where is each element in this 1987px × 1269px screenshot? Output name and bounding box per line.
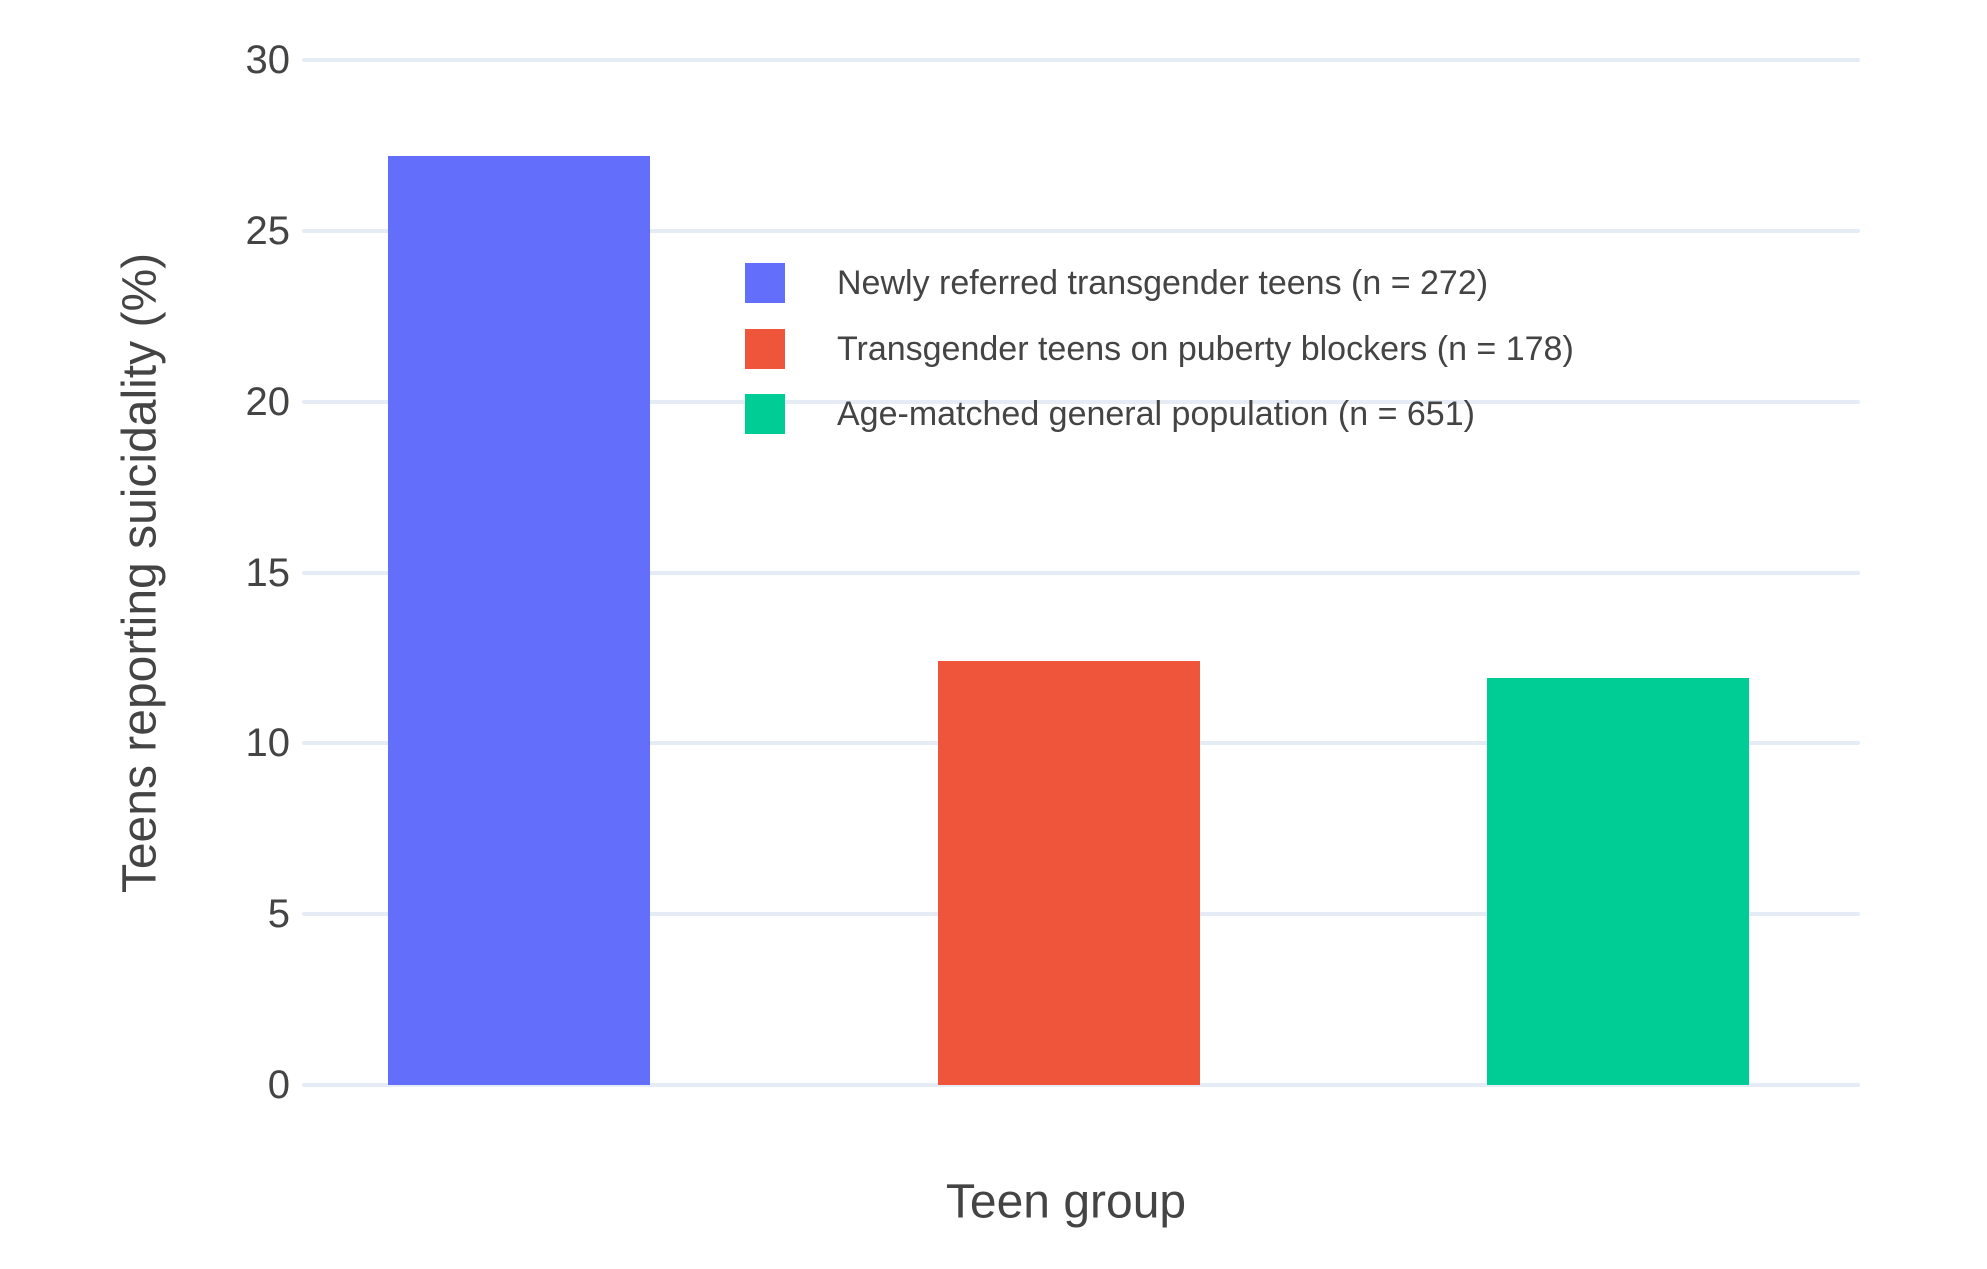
y-tick-label-20: 20: [245, 379, 291, 424]
gridline-y-15: [302, 570, 1860, 575]
legend-label-1[interactable]: Newly referred transgender teens (n = 27…: [837, 264, 1489, 302]
gridline-y-0: [302, 1083, 1860, 1087]
legend-swatch-2[interactable]: [745, 329, 785, 369]
y-tick-label-0: 0: [267, 1063, 290, 1107]
legend-label-2[interactable]: Transgender teens on puberty blockers (n…: [837, 330, 1574, 368]
bar-2[interactable]: [938, 661, 1200, 1085]
y-tick-label-30: 30: [245, 38, 291, 82]
legend-swatch-3[interactable]: [745, 394, 785, 434]
y-tick-label-5: 5: [267, 892, 290, 937]
x-axis-title: Teen group: [945, 1175, 1187, 1229]
legend-label-3[interactable]: Age-matched general population (n = 651): [837, 395, 1475, 433]
y-tick-label-15: 15: [245, 550, 291, 595]
y-axis-title: Teens reporting suicidality (%): [113, 252, 167, 894]
bar-1[interactable]: [388, 155, 650, 1085]
bar-3[interactable]: [1487, 678, 1749, 1085]
gridline-y-25: [302, 228, 1860, 233]
gridline-y-30: [302, 58, 1860, 62]
legend-swatch-1[interactable]: [745, 263, 785, 303]
gridline-y-20: [302, 399, 1860, 404]
y-tick-label-25: 25: [245, 208, 291, 253]
y-tick-label-10: 10: [245, 721, 291, 766]
